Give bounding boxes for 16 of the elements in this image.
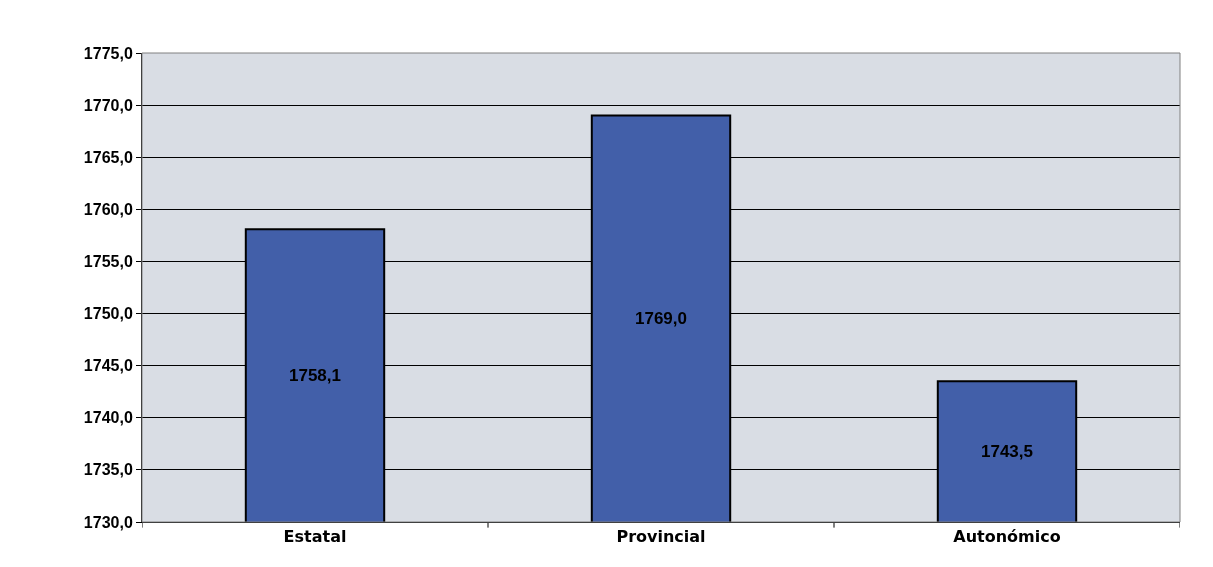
data-label: 1758,1: [289, 366, 341, 385]
y-tick-label: 1765,0: [83, 148, 133, 166]
x-tick-label: Autonómico: [953, 527, 1061, 547]
y-tick-label: 1740,0: [83, 409, 133, 427]
x-tick-label: Provincial: [616, 527, 706, 547]
y-tick-label: 1750,0: [83, 305, 133, 323]
y-tick-label: 1730,0: [83, 513, 133, 531]
y-tick-label: 1745,0: [83, 357, 133, 375]
data-label: 1743,5: [981, 442, 1033, 461]
y-tick-label: 1760,0: [83, 200, 133, 218]
y-tick-label: 1735,0: [83, 461, 133, 479]
y-tick-label: 1775,0: [83, 44, 133, 62]
x-tick-label: Estatal: [283, 527, 347, 547]
y-tick-label: 1755,0: [83, 253, 133, 271]
data-label: 1769,0: [635, 309, 687, 328]
y-tick-label: 1770,0: [83, 96, 133, 114]
